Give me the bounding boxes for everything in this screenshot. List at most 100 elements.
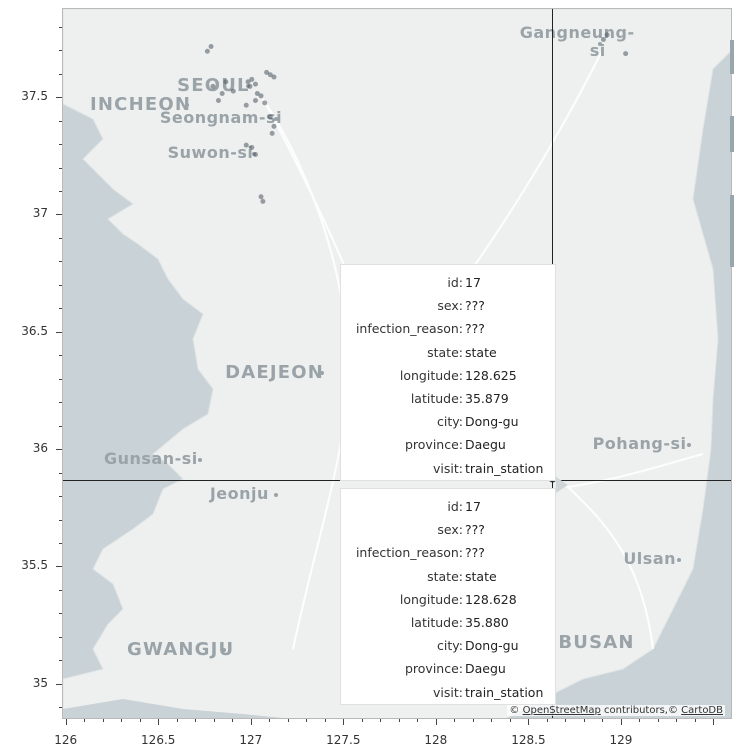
tooltip-rows: id: 17 sex:??? infection_reason:??? state: st… <box>345 495 549 704</box>
tooltip-row: longitude: 128.628 <box>345 588 549 611</box>
case-point[interactable] <box>604 32 610 38</box>
cartodb-link[interactable]: CartoDB <box>681 705 723 716</box>
x-tick-mark <box>602 719 604 722</box>
tooltip-key: province: <box>404 437 463 453</box>
toolbar-slice-1[interactable] <box>730 40 734 74</box>
x-tick-mark <box>713 719 715 725</box>
toolbar-slice-2[interactable] <box>730 116 734 152</box>
tooltip-row: latitude: 35.879 <box>345 387 549 410</box>
y-tick-label: 37.5 <box>21 89 48 104</box>
city-dot <box>627 640 632 645</box>
x-tick-mark <box>417 719 419 722</box>
case-point[interactable] <box>208 44 214 50</box>
city-dot <box>597 42 602 47</box>
tooltip-value: 35.879 <box>465 391 509 407</box>
case-point[interactable] <box>230 88 236 94</box>
tooltip-value: 128.625 <box>465 367 517 383</box>
x-tick-label: 129 <box>609 733 633 747</box>
tooltip-value: ??? <box>465 298 485 314</box>
city-dot <box>222 647 227 652</box>
tooltip-value: 17 <box>465 499 481 515</box>
x-tick-mark <box>676 719 678 722</box>
x-tick-mark <box>528 719 530 725</box>
tooltip-row: state: state <box>345 341 549 364</box>
tooltip-row: province: Daegu <box>345 657 549 680</box>
y-tick-mark <box>59 425 62 427</box>
case-point[interactable] <box>243 102 249 108</box>
case-point[interactable] <box>264 69 270 75</box>
y-tick-mark <box>56 331 62 333</box>
case-point[interactable] <box>210 83 216 89</box>
tooltip-value: state <box>465 568 497 584</box>
tooltip-rows: id: 17 sex:??? infection_reason:??? state: st… <box>345 271 549 480</box>
case-point[interactable] <box>258 93 264 99</box>
toolbar-slice-3[interactable] <box>730 195 734 267</box>
tooltip-value: train_station <box>465 684 544 700</box>
city-label: INCHEON <box>90 94 192 116</box>
x-tick-mark <box>213 719 215 722</box>
case-point[interactable] <box>258 194 264 200</box>
tooltip-value: ??? <box>465 522 485 538</box>
case-point[interactable] <box>243 142 249 148</box>
case-point[interactable] <box>254 90 260 96</box>
x-tick-label: 127 <box>239 733 263 747</box>
case-point[interactable] <box>219 90 225 96</box>
city-label: Ulsan <box>623 549 676 569</box>
x-tick-mark <box>583 719 585 722</box>
y-tick-mark <box>56 449 62 451</box>
tooltip-key: id: <box>447 275 463 291</box>
case-point[interactable] <box>249 76 255 82</box>
x-tick-mark <box>491 719 493 722</box>
y-tick-mark <box>59 50 62 52</box>
y-tick-mark <box>59 707 62 709</box>
tooltip-row: sex:??? <box>345 518 549 541</box>
attribution-contributors: contributors, <box>603 705 668 716</box>
x-tick-mark <box>65 719 67 725</box>
y-tick-label: 37 <box>32 206 48 221</box>
case-point[interactable] <box>252 151 258 157</box>
case-point[interactable] <box>600 37 606 43</box>
y-tick-mark <box>59 636 62 638</box>
city-dot <box>273 492 278 497</box>
tooltip-row: city: Dong-gu <box>345 410 549 433</box>
case-point[interactable] <box>271 74 277 80</box>
tooltip-row: id: 17 <box>345 495 549 518</box>
case-point[interactable] <box>267 114 273 120</box>
case-point[interactable] <box>204 48 210 54</box>
tooltip-key: infection_reason: <box>355 321 463 337</box>
case-point[interactable] <box>262 100 268 106</box>
case-point[interactable] <box>252 98 258 104</box>
x-tick-mark <box>195 719 197 722</box>
case-point[interactable] <box>269 130 275 136</box>
tooltip-row: infection_reason:??? <box>345 541 549 564</box>
y-tick-mark <box>59 589 62 591</box>
x-tick-mark <box>324 719 326 722</box>
city-label: Suwon-si <box>167 143 254 163</box>
x-tick-mark <box>472 719 474 722</box>
y-tick-mark <box>59 237 62 239</box>
case-point[interactable] <box>623 51 629 57</box>
case-point[interactable] <box>247 83 253 89</box>
case-point[interactable] <box>252 81 258 87</box>
case-point[interactable] <box>215 98 221 104</box>
case-point[interactable] <box>260 198 266 204</box>
x-tick-mark <box>343 719 345 725</box>
city-dot <box>273 117 278 122</box>
case-point[interactable] <box>223 79 229 85</box>
x-tick-label: 126.5 <box>141 733 176 747</box>
map-viewport[interactable]: SEOULINCHEONSeongnam-siSuwon-siGangneung… <box>62 8 732 719</box>
tooltip-value: ??? <box>465 321 485 337</box>
city-label: Jeonju <box>209 483 269 503</box>
city-label: Gangneung-si <box>519 23 635 61</box>
case-point[interactable] <box>249 144 255 150</box>
city-dot <box>686 443 691 448</box>
x-tick-mark <box>620 719 622 725</box>
osm-link[interactable]: OpenStreetMap <box>522 705 601 716</box>
case-point[interactable] <box>267 72 273 78</box>
case-point[interactable] <box>271 123 277 129</box>
tooltip-value: ??? <box>465 545 485 561</box>
case-point[interactable] <box>245 79 251 85</box>
tooltip-key: state: <box>427 568 463 584</box>
city-label: Seongnam-si <box>159 108 283 128</box>
tooltip-value: Daegu <box>465 437 506 453</box>
